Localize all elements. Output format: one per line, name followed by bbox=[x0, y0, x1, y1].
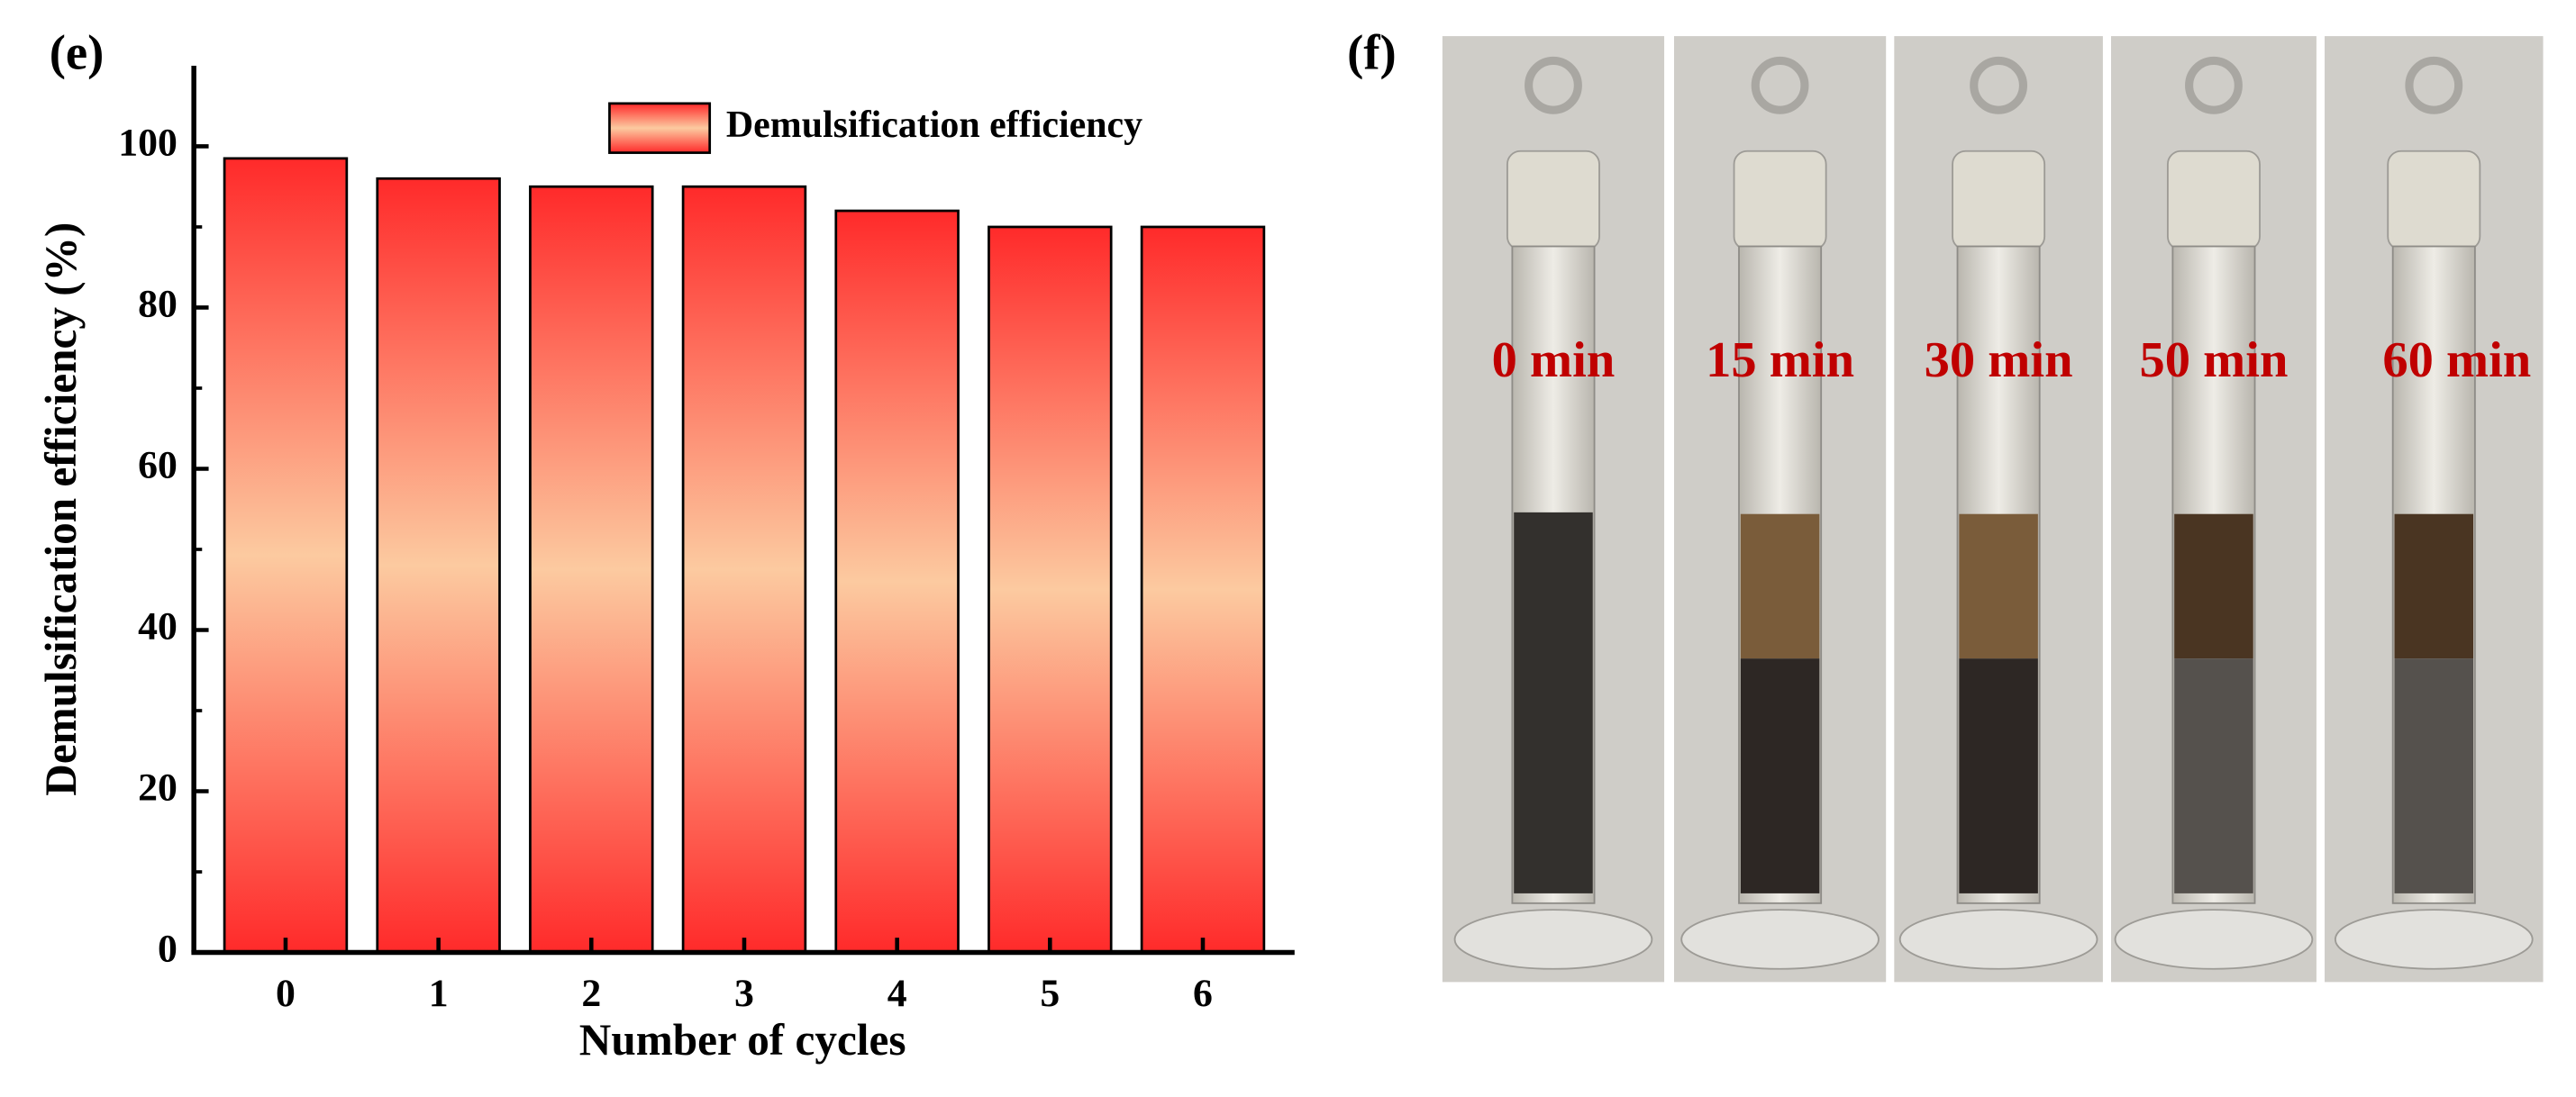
water-layer bbox=[1740, 658, 1820, 893]
cylinder-base bbox=[1680, 909, 1880, 970]
x-tick-label: 5 bbox=[1040, 972, 1060, 1015]
x-tick-label: 3 bbox=[734, 972, 754, 1015]
stopper-ring bbox=[2405, 56, 2463, 114]
bar bbox=[834, 209, 960, 954]
time-label: 0 min bbox=[1492, 332, 1616, 388]
bar bbox=[529, 185, 654, 954]
cylinder-base bbox=[2334, 909, 2534, 970]
bar bbox=[681, 185, 807, 954]
stopper bbox=[1733, 150, 1827, 251]
y-tick-label: 0 bbox=[158, 928, 177, 971]
cylinder-base bbox=[2114, 909, 2314, 970]
stopper-ring bbox=[1525, 56, 1582, 114]
stopper-ring bbox=[2185, 56, 2243, 114]
water-layer bbox=[2394, 658, 2474, 893]
time-label: 30 min bbox=[1925, 332, 2073, 388]
photo: 0 min 15 min 30 min 50 min 60 min bbox=[1442, 36, 2544, 983]
time-label: 15 min bbox=[1706, 332, 1854, 388]
oil-layer bbox=[2394, 513, 2474, 659]
bar bbox=[1140, 225, 1266, 954]
water-layer bbox=[1959, 658, 2038, 893]
time-label: 60 min bbox=[2382, 332, 2531, 388]
y-tick-label: 20 bbox=[138, 766, 177, 810]
legend-swatch bbox=[608, 102, 712, 154]
stopper-ring bbox=[1970, 56, 2028, 114]
stopper-ring bbox=[1751, 56, 1809, 114]
stopper bbox=[1506, 150, 1600, 251]
panel-label: (e) bbox=[50, 24, 105, 79]
y-axis-label: Demulsification efficiency (%) bbox=[36, 222, 86, 796]
panel-label: (f) bbox=[1347, 24, 1397, 79]
water-layer bbox=[2174, 658, 2253, 893]
y-tick-label: 40 bbox=[138, 605, 177, 648]
liquid bbox=[1514, 512, 1593, 893]
stopper bbox=[2387, 150, 2481, 251]
x-tick-label: 4 bbox=[887, 972, 907, 1015]
oil-layer bbox=[2174, 513, 2253, 659]
x-tick-label: 1 bbox=[429, 972, 449, 1015]
x-tick-label: 0 bbox=[276, 972, 296, 1015]
y-tick-label: 100 bbox=[118, 121, 177, 164]
bar bbox=[223, 157, 349, 954]
cylinder-base bbox=[1453, 909, 1653, 970]
oil-layer bbox=[1740, 513, 1820, 659]
stopper bbox=[2166, 150, 2261, 251]
oil-layer bbox=[1959, 513, 2038, 659]
legend-label: Demulsification efficiency bbox=[726, 104, 1142, 146]
stopper bbox=[1952, 150, 2046, 251]
bar bbox=[376, 177, 501, 954]
x-tick-label: 6 bbox=[1193, 972, 1213, 1015]
y-tick-label: 80 bbox=[138, 283, 177, 326]
x-axis-label: Number of cycles bbox=[579, 1015, 906, 1065]
x-tick-label: 2 bbox=[581, 972, 601, 1015]
y-tick-label: 60 bbox=[138, 444, 177, 487]
time-label: 50 min bbox=[2140, 332, 2289, 388]
cylinder-base bbox=[1898, 909, 2098, 970]
bar bbox=[988, 225, 1113, 954]
